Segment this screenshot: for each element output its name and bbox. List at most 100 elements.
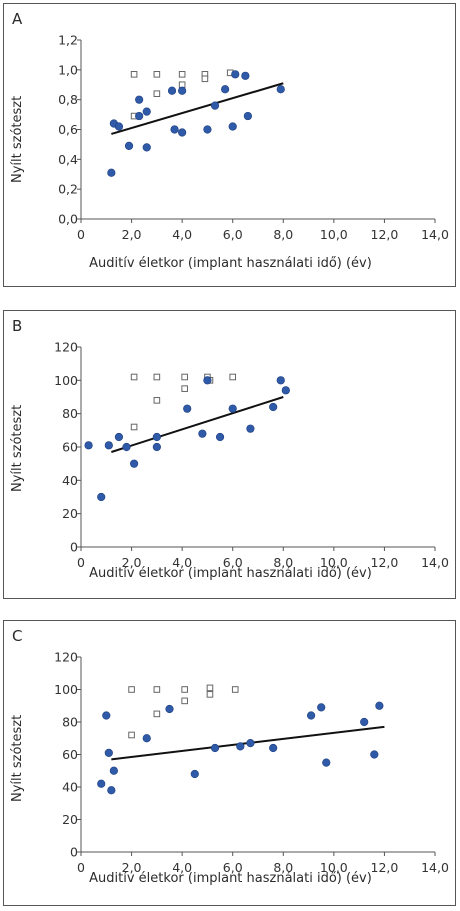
x-tick-label: 12,0 — [371, 227, 399, 242]
data-point-circle — [246, 739, 255, 748]
y-tick-label: 20 — [62, 506, 78, 521]
data-point-circle — [190, 769, 199, 779]
x-tick-label: 2,0 — [122, 227, 142, 242]
y-tick-label: 100 — [54, 373, 78, 388]
data-point-circle — [276, 85, 285, 94]
y-tick-label: 80 — [62, 715, 78, 730]
data-point-circle — [210, 743, 220, 753]
data-point-circle — [236, 742, 245, 751]
data-point-circle — [130, 459, 139, 468]
data-point-circle — [142, 734, 151, 743]
data-point-circle — [183, 404, 192, 413]
x-tick-label: 6,0 — [223, 555, 243, 570]
y-axis-label: Nyílt szóteszt — [10, 714, 25, 802]
x-tick-label: 12,0 — [371, 860, 399, 875]
data-point-circle — [142, 107, 151, 116]
data-point-square — [231, 686, 239, 693]
panel-label: B — [12, 317, 23, 335]
data-point-circle — [375, 701, 384, 710]
x-tick-label: 0 — [77, 227, 85, 242]
data-point-circle — [124, 141, 134, 151]
x-axis-label: Auditív életkor (implant használati idő)… — [89, 256, 372, 271]
data-point-circle — [114, 432, 124, 442]
y-tick-label: 20 — [62, 812, 78, 827]
data-point-circle — [84, 441, 93, 450]
chart-panel-a: 0,0 0,2 0,4 0,6 0,8 1,0 1,2 0 2,0 4,0 6,0 8,0 10,0 12… — [3, 3, 456, 287]
y-axis-label: Nyílt szóteszt — [10, 404, 25, 492]
data-point-square — [178, 71, 186, 78]
data-point-circle — [102, 711, 111, 720]
data-point-square — [201, 75, 209, 83]
data-point-circle — [107, 168, 116, 177]
data-point-square — [181, 697, 188, 705]
x-tick-label: 10,0 — [320, 860, 348, 875]
data-point-circle — [104, 748, 113, 757]
scatter-plot-b: 0 20 40 60 80 100 120 0 2,0 4,0 6,0 8,0 10,0 12,0 14,0 — [54, 340, 449, 571]
data-point-circle — [122, 442, 131, 452]
y-tick-label: 1,2 — [58, 33, 78, 48]
data-point-square — [206, 691, 214, 698]
x-tick-label: 2,0 — [122, 555, 142, 570]
data-point-square — [128, 731, 135, 739]
y-tick-label: 80 — [62, 406, 78, 421]
data-point-circle — [231, 70, 240, 79]
scatter-plot-c: 0 20 40 60 80 100 120 0 2,0 4,0 6,0 8,0 10,0 12,0 14,0 — [54, 650, 449, 876]
x-tick-label: 4,0 — [172, 227, 192, 242]
data-point-square — [153, 710, 161, 718]
data-point-circle — [370, 750, 379, 759]
x-tick-label: 6,0 — [223, 860, 243, 875]
data-point-square — [153, 686, 161, 693]
data-point-square — [130, 373, 138, 381]
y-tick-label: 120 — [54, 340, 78, 355]
data-point-circle — [109, 766, 118, 775]
panel-label: C — [12, 627, 23, 645]
x-tick-label: 14,0 — [421, 860, 449, 875]
x-tick-label: 10,0 — [320, 555, 348, 570]
y-tick-label: 60 — [62, 747, 78, 762]
x-axis-label: Auditív életkor (implant használati idő)… — [89, 871, 372, 886]
data-point-square — [153, 90, 161, 98]
y-tick-label: 40 — [62, 473, 78, 488]
panel-label: A — [12, 10, 23, 28]
data-point-circle — [269, 743, 278, 753]
y-axis-label: Nyílt szóteszt — [10, 95, 25, 183]
x-tick-label: 0 — [77, 555, 85, 570]
y-tick-label: 0 — [70, 540, 78, 555]
data-point-square — [128, 686, 135, 693]
x-tick-label: 12,0 — [371, 555, 399, 570]
data-point-square — [153, 397, 161, 404]
trend-line — [111, 396, 284, 453]
data-point-circle — [114, 122, 124, 131]
data-point-circle — [97, 492, 106, 502]
chart-panel-c: 0 20 40 60 80 100 120 0 2,0 4,0 6,0 8,0 10,0 12,0 14,0… — [3, 620, 456, 906]
scatter-plot-a: 0,0 0,2 0,4 0,6 0,8 1,0 1,2 0 2,0 4,0 6,0 8,0 10,0 12… — [58, 33, 449, 243]
data-point-circle — [135, 95, 144, 104]
chart-panel-b: 0 20 40 60 80 100 120 0 2,0 4,0 6,0 8,0 10,0 12,0 14,0… — [3, 310, 456, 599]
data-point-square — [130, 423, 138, 431]
data-point-circle — [210, 101, 220, 110]
data-point-circle — [269, 402, 278, 412]
data-point-circle — [281, 386, 290, 395]
data-point-circle — [104, 441, 113, 450]
data-point-circle — [178, 86, 187, 95]
data-point-circle — [167, 86, 177, 95]
y-tick-label: 40 — [62, 780, 78, 795]
data-point-circle — [228, 404, 237, 413]
data-point-square — [153, 71, 161, 78]
y-tick-label: 0,8 — [58, 92, 78, 107]
y-tick-label: 100 — [54, 682, 78, 697]
data-point-square — [206, 684, 214, 692]
data-point-circle — [178, 128, 187, 137]
data-point-circle — [142, 143, 151, 152]
data-point-circle — [107, 786, 116, 795]
y-tick-label: 0,2 — [58, 182, 78, 197]
data-point-square — [130, 71, 138, 78]
y-tick-label: 1,0 — [58, 62, 78, 77]
y-tick-label: 0,4 — [58, 152, 78, 167]
data-point-square — [153, 373, 161, 381]
data-point-square — [181, 385, 188, 392]
data-point-circle — [152, 432, 161, 442]
y-tick-label: 120 — [54, 650, 78, 665]
trend-line — [111, 82, 284, 135]
data-point-circle — [135, 111, 144, 121]
